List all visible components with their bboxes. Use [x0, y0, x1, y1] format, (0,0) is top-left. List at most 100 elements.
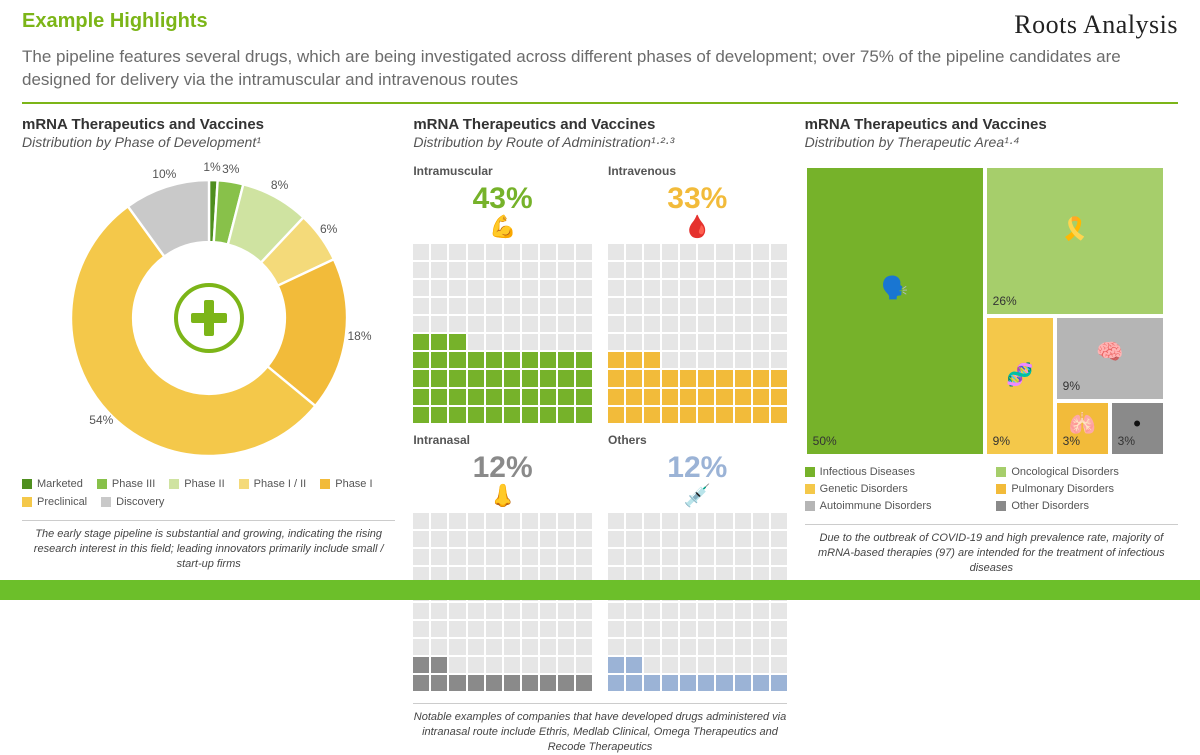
waffle-cell	[431, 262, 447, 278]
waffle-cell	[608, 352, 624, 368]
waffle-cell	[449, 531, 465, 547]
legend-label: Phase III	[112, 478, 155, 490]
waffle-cell	[662, 549, 678, 565]
waffle-cell	[576, 513, 592, 529]
legend-item: Phase I	[320, 478, 372, 490]
waffle-cell	[735, 370, 751, 386]
waffle-cell	[626, 370, 642, 386]
waffle-cell	[486, 389, 502, 405]
waffle-pct: 33%	[608, 182, 787, 216]
legend-swatch	[320, 479, 330, 489]
legend-label: Discovery	[116, 496, 164, 508]
treemap-cell-label: 50%	[813, 434, 977, 448]
waffle-cell	[504, 549, 520, 565]
treemap-legend: Infectious DiseasesOncological Disorders…	[805, 466, 1178, 512]
waffle-cell	[504, 513, 520, 529]
waffle-cell	[626, 675, 642, 691]
donut-slice-label: 6%	[320, 222, 337, 236]
waffle-cell	[771, 621, 787, 637]
waffle-cell	[486, 370, 502, 386]
waffle-pct: 43%	[413, 182, 592, 216]
waffle-cell	[698, 657, 714, 673]
donut-slice-label: 1%	[203, 160, 220, 174]
waffle-cell	[540, 603, 556, 619]
legend-item: Autoimmune Disorders	[805, 500, 987, 512]
waffle-cell	[431, 621, 447, 637]
waffle-cell	[576, 603, 592, 619]
waffle-cell	[771, 352, 787, 368]
waffle-cell	[413, 370, 429, 386]
waffle-title: Others	[608, 433, 787, 447]
waffle-cell	[735, 675, 751, 691]
treemap-cell: 🫁3%	[1055, 401, 1110, 456]
waffle-cell	[662, 370, 678, 386]
legend-swatch	[805, 501, 815, 511]
waffle-cell	[716, 531, 732, 547]
waffle-cell	[413, 531, 429, 547]
waffle-cell	[449, 298, 465, 314]
waffle-cell	[431, 370, 447, 386]
waffle-cell	[680, 407, 696, 423]
waffle-cell	[608, 298, 624, 314]
waffle-cell	[698, 407, 714, 423]
waffle-cell	[716, 280, 732, 296]
waffle-cell	[662, 244, 678, 260]
waffle-cell	[540, 370, 556, 386]
waffle-cell	[468, 407, 484, 423]
waffle-cell	[753, 639, 769, 655]
waffle-cell	[576, 407, 592, 423]
waffle-cell	[449, 513, 465, 529]
waffle-cell	[576, 531, 592, 547]
waffle-cell	[716, 513, 732, 529]
waffle-cell	[468, 639, 484, 655]
waffle-cell	[626, 549, 642, 565]
waffle-cell	[449, 549, 465, 565]
waffle-cell	[449, 244, 465, 260]
waffle-cell	[716, 352, 732, 368]
waffle-cell	[735, 513, 751, 529]
waffle-cell	[753, 370, 769, 386]
waffle-cell	[680, 531, 696, 547]
waffle-cell	[540, 334, 556, 350]
waffle-cell	[540, 549, 556, 565]
legend-item: Phase III	[97, 478, 155, 490]
waffle-cell	[486, 352, 502, 368]
waffle-cell	[558, 389, 574, 405]
waffle-cell	[608, 531, 624, 547]
waffle-cell	[608, 334, 624, 350]
waffle-cell	[716, 603, 732, 619]
brand-logo: Roots Analysis	[1014, 10, 1178, 40]
waffle-cell	[431, 531, 447, 547]
waffle-cell	[771, 675, 787, 691]
waffle-card: Intravenous33%🩸	[608, 164, 787, 423]
waffle-cell	[771, 639, 787, 655]
waffle-cell	[468, 389, 484, 405]
waffle-cell	[608, 407, 624, 423]
waffle-cell	[431, 639, 447, 655]
waffle-cell	[413, 244, 429, 260]
waffle-cell	[608, 657, 624, 673]
waffle-cell	[698, 316, 714, 332]
waffle-cell	[468, 531, 484, 547]
waffle-cell	[626, 639, 642, 655]
treemap-cell-label: 26%	[993, 294, 1157, 308]
waffle-cell	[468, 280, 484, 296]
waffle-cell	[644, 513, 660, 529]
waffle-cell	[680, 244, 696, 260]
waffle-cell	[771, 316, 787, 332]
waffle-cell	[576, 352, 592, 368]
waffle-cell	[608, 639, 624, 655]
legend-item: Genetic Disorders	[805, 483, 987, 495]
waffle-cell	[608, 316, 624, 332]
waffle-cell	[576, 639, 592, 655]
waffle-cell	[540, 352, 556, 368]
treemap-cell-label: 9%	[1063, 379, 1157, 393]
waffle-cell	[504, 334, 520, 350]
waffle-cell	[771, 513, 787, 529]
waffle-cell	[698, 639, 714, 655]
treemap-cell-icon: 🫁	[1068, 411, 1095, 437]
waffle-title: Intramuscular	[413, 164, 592, 178]
waffle-cell	[753, 262, 769, 278]
waffle-cell	[558, 657, 574, 673]
waffle-cell	[662, 280, 678, 296]
